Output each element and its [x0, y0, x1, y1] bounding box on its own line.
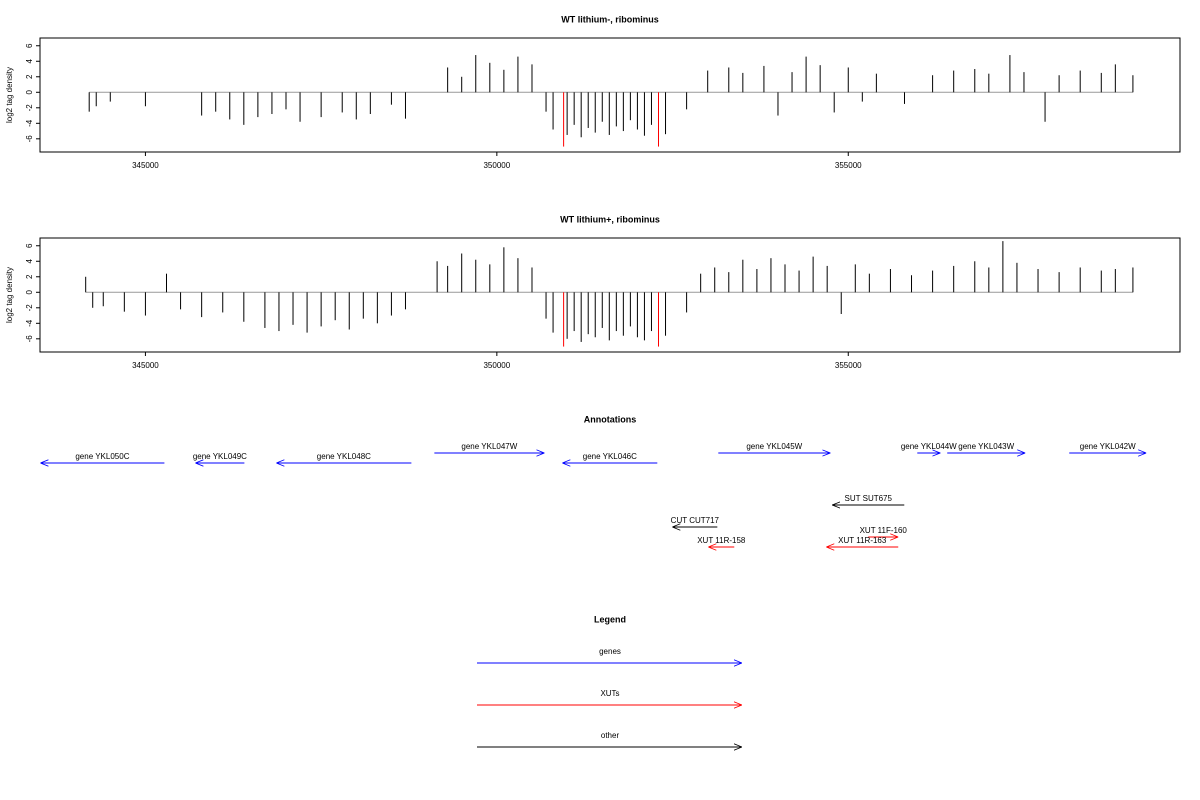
feature-label: gene YKL047W: [461, 442, 517, 451]
plot-frame: [39, 237, 1181, 353]
plot-frame: [39, 37, 1181, 153]
chart-title: WT lithium-, ribominus: [561, 14, 659, 24]
feature-label: gene YKL044W: [901, 442, 957, 451]
y-tick-label: 0: [25, 290, 34, 295]
y-tick-label: 6: [25, 243, 34, 248]
feature-label: gene YKL046C: [583, 452, 637, 461]
chart-title: WT lithium+, ribominus: [560, 214, 660, 224]
feature-label: XUT 11R-158: [697, 536, 746, 545]
x-tick-label: 350000: [483, 161, 510, 170]
y-axis-label: log2 tag density: [5, 267, 14, 323]
legend-label: genes: [599, 647, 621, 656]
y-tick-label: 0: [25, 90, 34, 95]
legend-label: other: [601, 731, 620, 740]
feature-label: XUT 11R-163: [838, 536, 887, 545]
y-tick-label: 4: [25, 258, 34, 263]
x-tick-label: 350000: [483, 361, 510, 370]
y-tick-label: -2: [25, 304, 34, 312]
feature-label: gene YKL048C: [317, 452, 371, 461]
feature-label: XUT 11F-160: [860, 526, 908, 535]
y-tick-label: 2: [25, 74, 34, 79]
feature-label: gene YKL050C: [75, 452, 129, 461]
y-tick-label: 6: [25, 43, 34, 48]
feature-label: gene YKL042W: [1080, 442, 1136, 451]
feature-label: gene YKL045W: [746, 442, 802, 451]
y-tick-label: -6: [25, 135, 34, 143]
feature-label: CUT CUT717: [671, 516, 720, 525]
y-tick-label: 4: [25, 58, 34, 63]
x-tick-label: 355000: [835, 161, 862, 170]
legend-label: XUTs: [600, 689, 619, 698]
x-tick-label: 345000: [132, 361, 159, 370]
x-tick-label: 345000: [132, 161, 159, 170]
feature-label: SUT SUT675: [845, 494, 893, 503]
y-tick-label: -4: [25, 119, 34, 127]
annotations-title: Annotations: [584, 414, 637, 424]
feature-label: gene YKL049C: [193, 452, 247, 461]
y-tick-label: -2: [25, 104, 34, 112]
feature-label: gene YKL043W: [958, 442, 1014, 451]
x-tick-label: 355000: [835, 361, 862, 370]
y-axis-label: log2 tag density: [5, 67, 14, 123]
y-tick-label: -4: [25, 319, 34, 327]
legend-title: Legend: [594, 614, 626, 624]
y-tick-label: 2: [25, 274, 34, 279]
y-tick-label: -6: [25, 335, 34, 343]
